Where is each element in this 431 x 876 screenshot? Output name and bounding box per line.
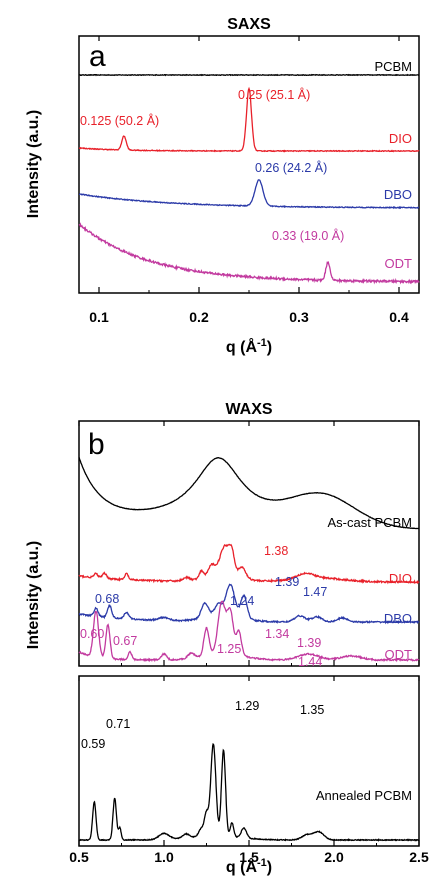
waxs-series-label-ascast: As-cast PCBM	[327, 515, 412, 530]
saxs-y-axis-label: Intensity (a.u.)	[25, 110, 42, 218]
x-tick-label: 2.0	[324, 849, 344, 865]
waxs-annotation-dbo-139: 1.39	[275, 575, 299, 589]
saxs-line-dbo	[79, 179, 420, 210]
waxs-x-axis-label: q (Å-1)	[226, 857, 272, 876]
waxs-annotation-odt-139: 1.39	[297, 636, 321, 650]
saxs-series-group	[78, 73, 420, 285]
waxs-annotation-dbo-147: 1.47	[303, 585, 327, 599]
waxs-annotation-odt-144: 1.44	[298, 655, 322, 669]
waxs-series-label-dio: DIO	[389, 571, 412, 586]
waxs-plot-frame	[78, 420, 420, 667]
waxs-x-ticks: 0.5 1.0 1.5 2.0 2.5	[69, 421, 429, 865]
waxs-annotation-annealed-135: 1.35	[300, 703, 324, 717]
x-tick-label: 2.5	[409, 849, 429, 865]
saxs-annotation-dio-0125: 0.125 (50.2 Å)	[80, 113, 159, 128]
saxs-line-dio	[78, 86, 420, 153]
saxs-x-ticks: 0.1 0.2 0.3 0.4	[89, 36, 409, 325]
saxs-line-odt	[78, 222, 420, 285]
waxs-series-label-dbo: DBO	[384, 611, 412, 626]
x-tick-label: 0.3	[289, 309, 309, 325]
saxs-annotation-dio-025: 0.25 (25.1 Å)	[238, 87, 310, 102]
waxs-annotation-annealed-071: 0.71	[106, 717, 130, 731]
x-tick-label: 1.0	[154, 849, 174, 865]
x-tick-label: 0.4	[389, 309, 409, 325]
waxs-annotation-odt-134: 1.34	[265, 627, 289, 641]
saxs-annotation-odt-033: 0.33 (19.0 Å)	[272, 228, 344, 243]
waxs-annotation-odt-067: 0.67	[113, 634, 137, 648]
saxs-series-label-dbo: DBO	[384, 187, 412, 202]
waxs-annotation-dbo-068: 0.68	[95, 592, 119, 606]
x-tick-label: 1.5	[239, 849, 259, 865]
waxs-series-label-odt: ODT	[385, 647, 413, 662]
x-tick-label: 0.5	[69, 849, 89, 865]
saxs-series-label-pcbm: PCBM	[374, 59, 412, 74]
waxs-line-annealed	[78, 742, 420, 842]
x-tick-label: 0.1	[89, 309, 109, 325]
waxs-line-ascast	[78, 457, 419, 530]
waxs-title: WAXS	[225, 401, 272, 418]
saxs-x-axis-label: q (Å-1)	[226, 337, 272, 356]
waxs-y-axis-label: Intensity (a.u.)	[25, 541, 42, 649]
waxs-annotation-odt-060: 0.60	[80, 627, 104, 641]
x-tick-label: 0.2	[189, 309, 209, 325]
waxs-annotation-annealed-059: 0.59	[81, 737, 105, 751]
waxs-annotation-odt-125: 1.25	[217, 642, 241, 656]
waxs-line-odt	[78, 600, 420, 663]
waxs-series-label-annealed: Annealed PCBM	[316, 788, 412, 803]
waxs-line-dio	[78, 543, 420, 585]
saxs-annotation-dbo-026: 0.26 (24.2 Å)	[255, 160, 327, 175]
waxs-annotation-dbo-124: 1.24	[230, 594, 254, 608]
saxs-series-label-odt: ODT	[385, 256, 413, 271]
waxs-line-dbo	[78, 583, 420, 625]
saxs-panel-letter: a	[89, 40, 106, 73]
waxs-series-group	[78, 457, 420, 842]
saxs-line-pcbm	[78, 73, 420, 77]
saxs-title: SAXS	[227, 16, 271, 33]
saxs-series-label-dio: DIO	[389, 131, 412, 146]
waxs-annotation-dio-138: 1.38	[264, 544, 288, 558]
waxs-panel-letter: b	[88, 428, 105, 461]
waxs-annotation-annealed-129: 1.29	[235, 699, 259, 713]
